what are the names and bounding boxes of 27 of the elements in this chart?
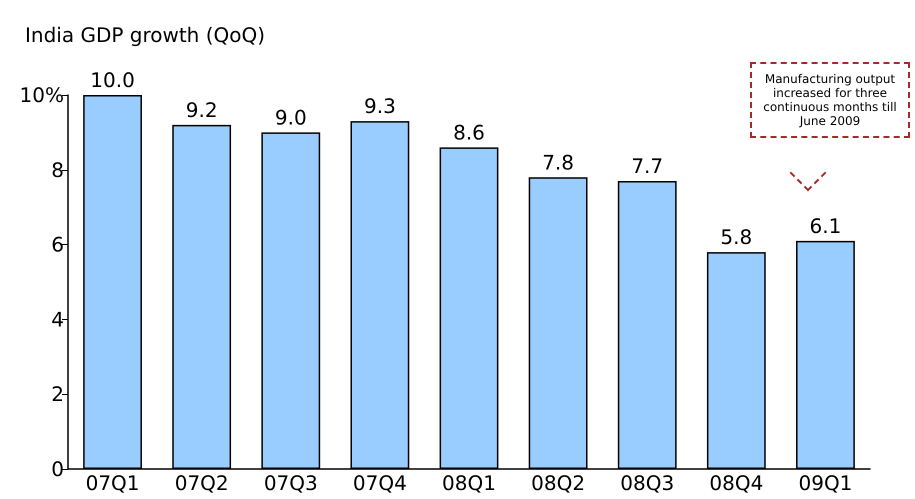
annotation: Manufacturing output increased for three continuous months till June 2009 [750,62,910,138]
y-tick-label: 4 [51,307,64,332]
x-tick-label: 07Q1 [86,471,140,495]
chart-title: India GDP growth (QoQ) [25,23,266,47]
data-label: 7.7 [631,154,664,178]
y-tick-label: 6 [51,232,64,257]
x-tick-label: 07Q4 [352,471,407,495]
x-tick-label: 08Q2 [531,471,586,495]
x-tick-label: 08Q3 [620,471,674,495]
x-tick-label: 07Q3 [264,471,318,495]
data-label: 10.0 [90,68,135,92]
data-label: 6.1 [810,214,842,238]
y-tick-label: 8 [51,158,64,182]
data-label: 7.8 [542,150,574,174]
callout-outline: Manufacturing output increased for three continuous months till June 2009 [750,62,913,212]
x-tick-label: 07Q2 [174,471,229,495]
y-tick-label: 10% [20,83,64,107]
data-label: 5.8 [720,225,752,250]
data-label: 9.2 [186,98,218,122]
y-tick-label: 0 [51,457,64,481]
data-label: 8.6 [453,120,485,144]
y-tick-label: 2 [51,382,64,406]
data-label: 9.3 [364,94,396,118]
data-label: 9.0 [274,105,307,130]
x-tick-label: 08Q4 [709,471,764,495]
x-tick-label: 09Q1 [798,471,852,495]
x-tick-label: 08Q1 [442,471,496,495]
